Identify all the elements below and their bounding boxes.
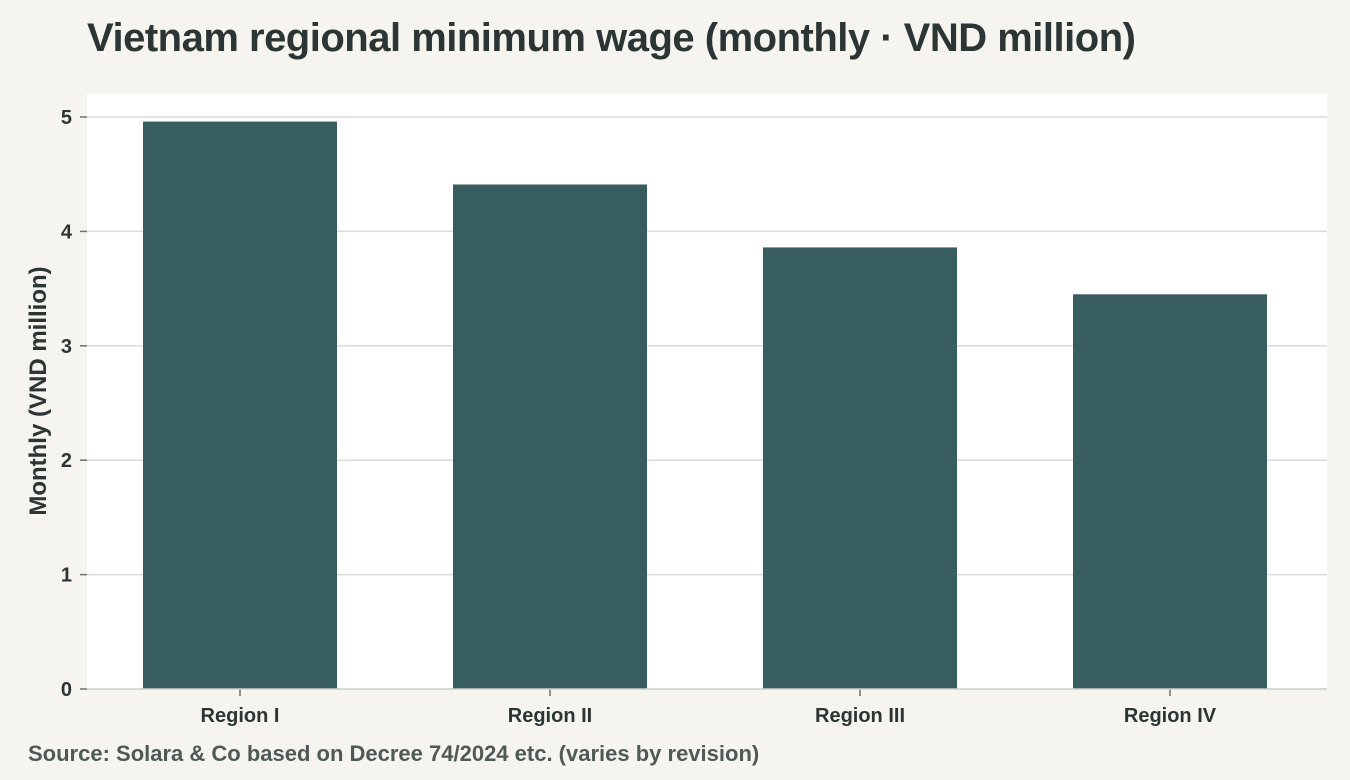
x-axis-ticks: Region I Region II Region III Region IV — [201, 689, 1217, 727]
y-tick-label: 4 — [61, 221, 73, 243]
bar-region-ii — [453, 184, 647, 689]
bars — [143, 121, 1267, 690]
bar-region-iii — [763, 247, 957, 689]
y-tick-label: 5 — [61, 107, 72, 129]
y-axis-ticks: 0 1 2 3 4 5 — [61, 107, 87, 701]
x-tick-label: Region IV — [1124, 705, 1217, 727]
y-tick-label: 3 — [61, 336, 72, 358]
y-tick-label: 2 — [61, 450, 72, 472]
y-tick-label: 1 — [61, 565, 72, 587]
y-axis-title: Monthly (VND million) — [25, 266, 52, 515]
chart-title: Vietnam regional minimum wage (monthly ·… — [87, 16, 1136, 60]
x-tick-label: Region III — [815, 705, 905, 727]
source-note: Source: Solara & Co based on Decree 74/2… — [28, 741, 760, 766]
x-tick-label: Region II — [508, 705, 592, 727]
bar-region-i — [143, 121, 337, 690]
bar-region-iv — [1073, 294, 1267, 689]
y-tick-label: 0 — [61, 679, 72, 701]
x-tick-label: Region I — [201, 705, 280, 727]
